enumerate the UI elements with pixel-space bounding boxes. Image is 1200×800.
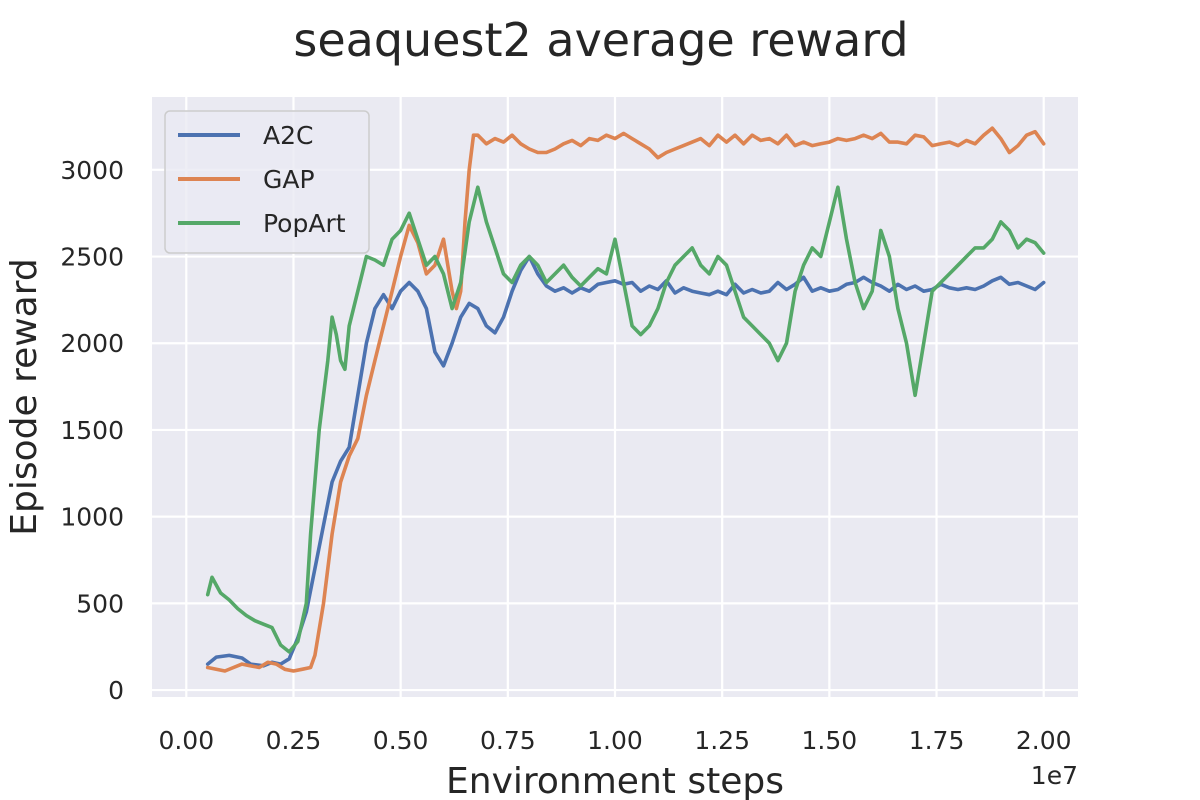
series-line-popart — [205, 185, 1046, 654]
series-lines — [205, 126, 1046, 673]
x-tick-label: 1.50 — [802, 726, 858, 755]
legend-label-gap: GAP — [263, 165, 315, 194]
legend-box — [164, 110, 370, 254]
x-tick-label: 0.25 — [266, 726, 322, 755]
y-tick-label: 2500 — [60, 243, 124, 272]
x-tick-label: 2.00 — [1016, 726, 1072, 755]
x-axis-offset-label: 1e7 — [1031, 761, 1078, 790]
x-tick-labels: 0.00 0.25 0.50 0.75 1.00 1.25 1.50 1.75 2.00 — [158, 726, 1071, 755]
grid-lines — [152, 97, 1078, 697]
legend-label-a2c: A2C — [263, 121, 313, 150]
y-tick-labels: 0 500 1000 1500 2000 2500 3000 — [60, 156, 124, 705]
x-tick-label: 1.25 — [694, 726, 750, 755]
series-line-a2c — [205, 254, 1046, 668]
legend: A2C GAP PopArt — [164, 110, 370, 254]
y-tick-label: 2000 — [60, 329, 124, 358]
y-tick-label: 3000 — [60, 156, 124, 185]
x-tick-label: 1.00 — [587, 726, 643, 755]
x-tick-label: 1.75 — [909, 726, 965, 755]
y-tick-label: 1500 — [60, 416, 124, 445]
y-tick-label: 0 — [108, 676, 124, 705]
y-tick-label: 500 — [76, 589, 124, 618]
legend-label-popart: PopArt — [263, 209, 346, 238]
y-axis-label: Episode reward — [4, 258, 45, 536]
y-tick-label: 1000 — [60, 503, 124, 532]
x-tick-label: 0.75 — [480, 726, 536, 755]
x-axis-label: Environment steps — [446, 761, 784, 800]
series-line-gap — [205, 126, 1046, 673]
chart-title: seaquest2 average reward — [293, 13, 908, 67]
x-tick-label: 0.50 — [373, 726, 429, 755]
x-tick-label: 0.00 — [158, 726, 214, 755]
